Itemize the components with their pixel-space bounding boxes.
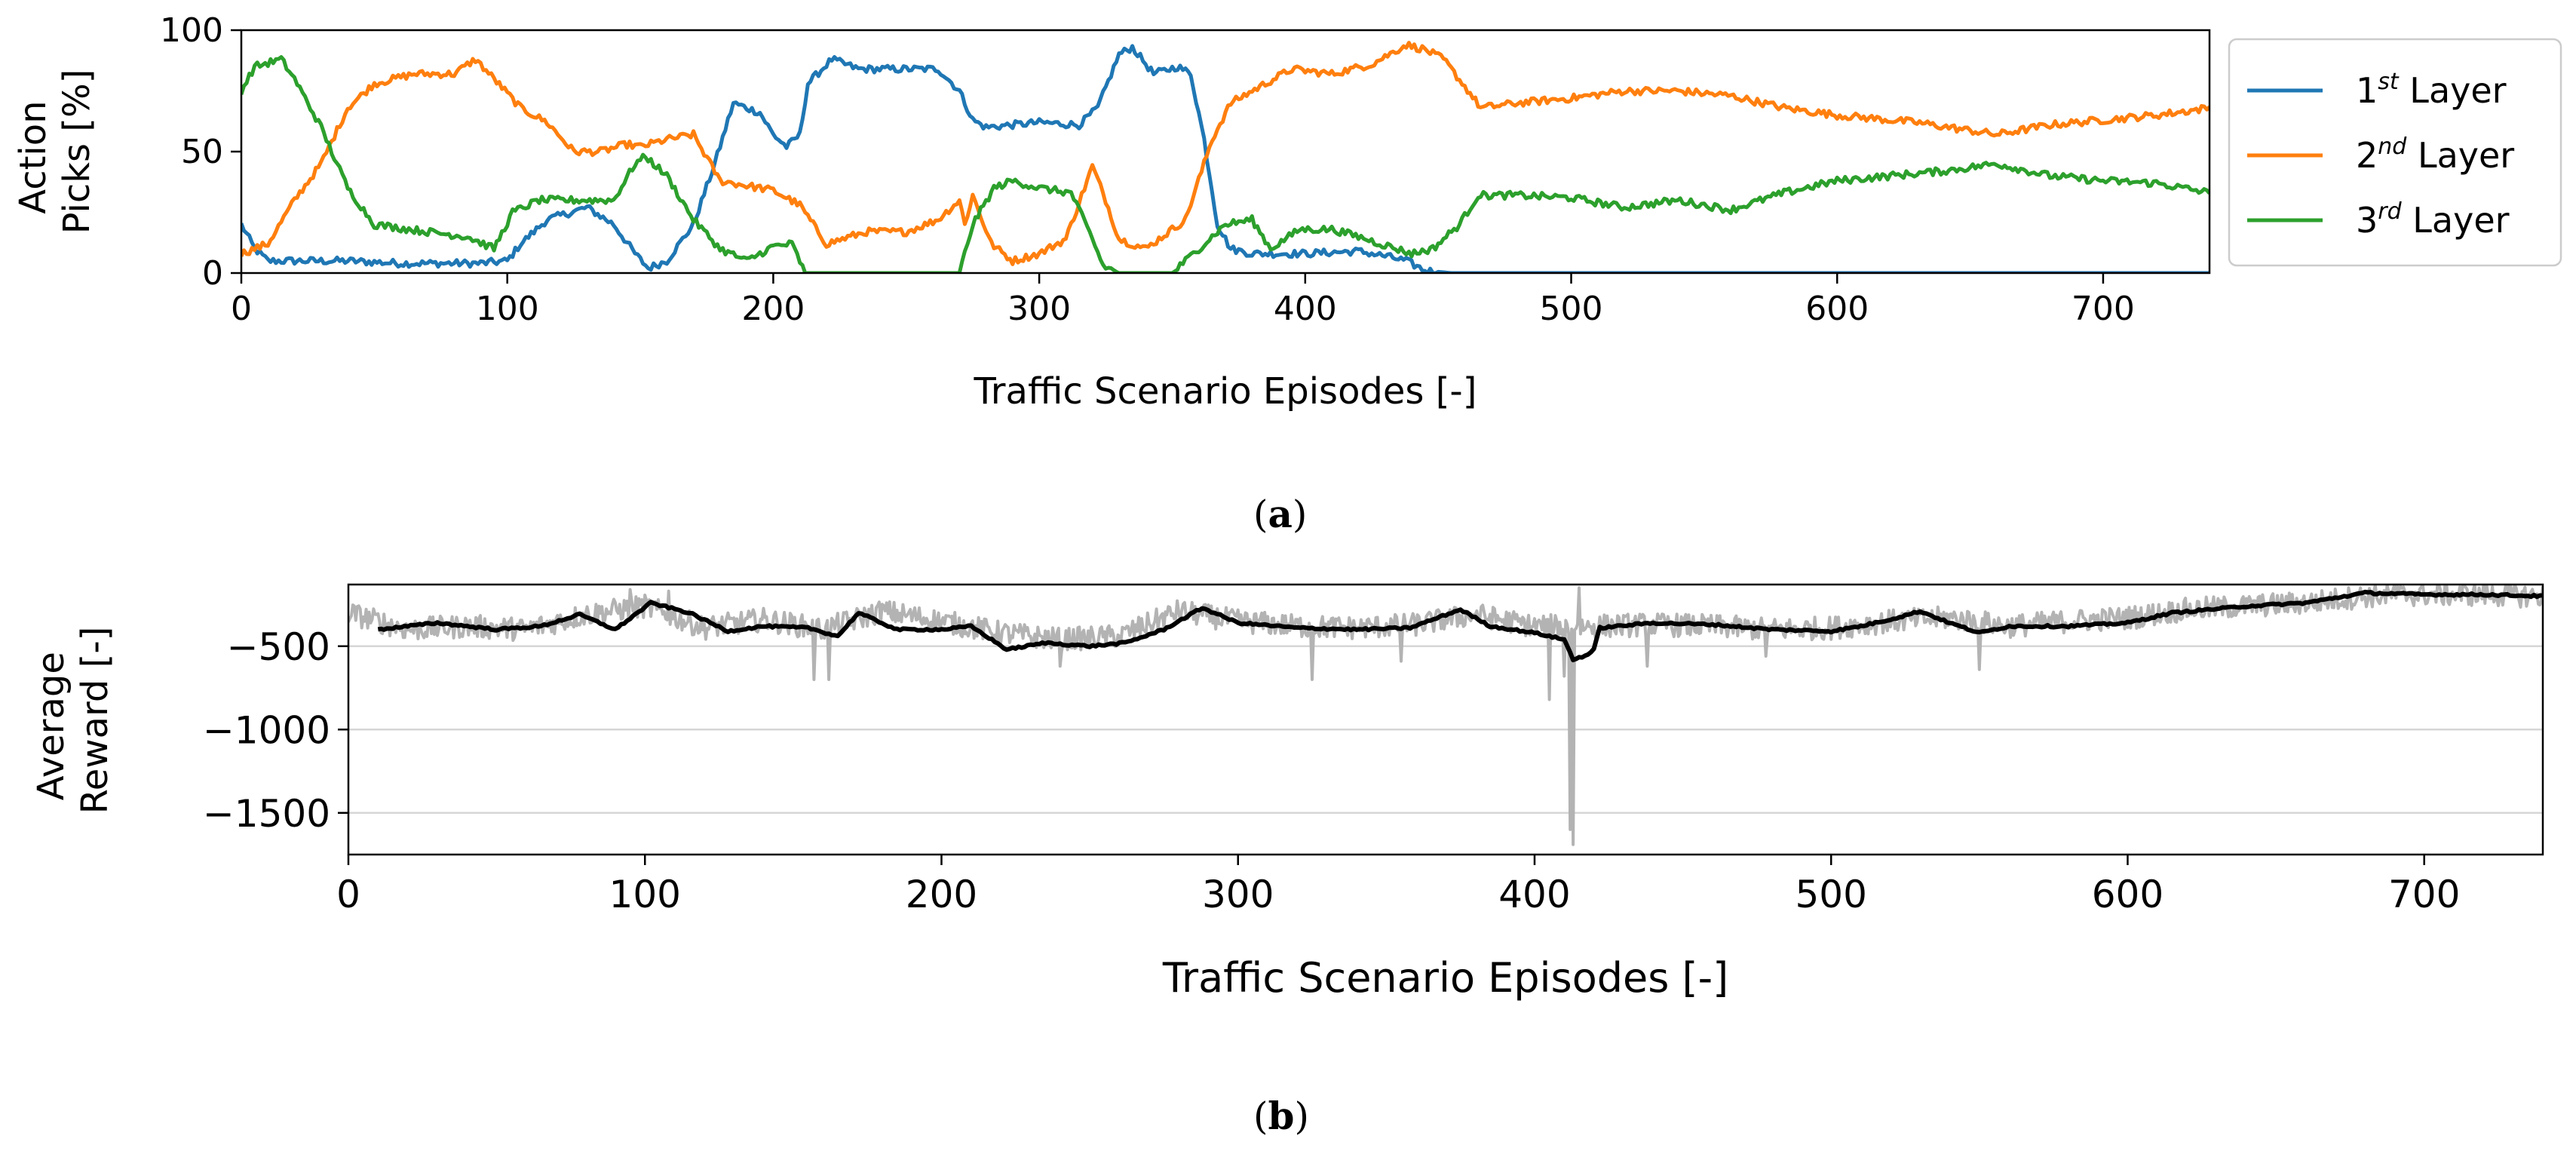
y-axis-label-b-line1: Average	[30, 652, 72, 800]
y-tick-label-a: 50	[181, 133, 223, 171]
panel-label-b-letter: b	[1268, 1094, 1295, 1138]
x-tick-label-a: 0	[231, 290, 252, 328]
panel-label-b: (b)	[1253, 1094, 1309, 1138]
plot-frame-b	[347, 583, 2544, 856]
x-tick-label-a: 300	[1007, 290, 1071, 328]
chart-panel-b: 0 100 200 300 400 500 600 700 −500 −1000 −1500 Tr…	[30, 583, 2544, 1002]
x-axis-label-b: Traffic Scenario Episodes [-]	[1162, 954, 1728, 1002]
legend-text: Layer	[2399, 70, 2507, 111]
y-tick-label-b: −500	[227, 625, 330, 669]
legend-text: Layer	[2406, 135, 2514, 176]
y-axis-label-a: Action Picks [%]	[12, 69, 98, 235]
x-tick-label-a: 400	[1274, 290, 1337, 328]
panel-label-a-letter: a	[1268, 492, 1293, 536]
series-line-3-layer	[241, 55, 2210, 273]
x-tick-label-b: 600	[2092, 873, 2164, 916]
y-axis-label-a-line2: Picks [%]	[56, 69, 98, 235]
legend-frame	[2228, 38, 2562, 267]
legend-entry-1: 1st Layer	[2356, 69, 2507, 111]
x-tick-label-b: 100	[609, 873, 681, 916]
series-line-2-layer	[241, 41, 2210, 266]
y-tick-label-b: −1500	[203, 792, 330, 836]
legend-text: Layer	[2402, 200, 2510, 241]
x-tick-label-a: 500	[1540, 290, 1603, 328]
legend-ordinal: 2	[2356, 135, 2378, 176]
moving-average-line	[377, 589, 2543, 663]
x-tick-label-b: 500	[1795, 873, 1866, 916]
legend-ordinal-suffix: st	[2378, 69, 2400, 95]
x-tick-label-a: 700	[2072, 290, 2135, 328]
legend-ordinal-suffix: rd	[2378, 198, 2402, 225]
legend-entry-2: 2nd Layer	[2356, 133, 2514, 176]
raw-reward-line	[348, 585, 2543, 846]
y-axis-label-b-line2: Reward [-]	[74, 627, 116, 815]
y-axis-label-a-line1: Action	[12, 100, 54, 213]
legend-ordinal: 3	[2356, 200, 2378, 241]
legend-entry-3: 3rd Layer	[2356, 198, 2510, 241]
x-tick-label-b: 200	[906, 873, 977, 916]
x-tick-label-a: 100	[476, 290, 539, 328]
y-tick-label-a: 0	[202, 254, 223, 293]
series-line-1-layer	[241, 44, 2210, 273]
panel-label-a: (a)	[1253, 492, 1308, 536]
x-tick-label-b: 0	[336, 873, 360, 916]
chart-panel-a: 0 100 200 300 400 500 600 700 0 50 100 Traffic Sc…	[12, 11, 2562, 413]
x-axis-label-a: Traffic Scenario Episodes [-]	[974, 370, 1477, 413]
legend-ordinal: 1	[2356, 70, 2378, 111]
x-tick-label-a: 600	[1805, 290, 1869, 328]
legend-ordinal-suffix: nd	[2378, 133, 2407, 160]
x-tick-label-b: 400	[1498, 873, 1570, 916]
x-tick-label-b: 300	[1202, 873, 1274, 916]
y-tick-label-a: 100	[160, 11, 223, 50]
y-axis-label-b: Average Reward [-]	[30, 627, 116, 815]
x-tick-label-a: 200	[741, 290, 805, 328]
y-tick-label-b: −1000	[203, 708, 330, 752]
x-tick-label-b: 700	[2388, 873, 2460, 916]
